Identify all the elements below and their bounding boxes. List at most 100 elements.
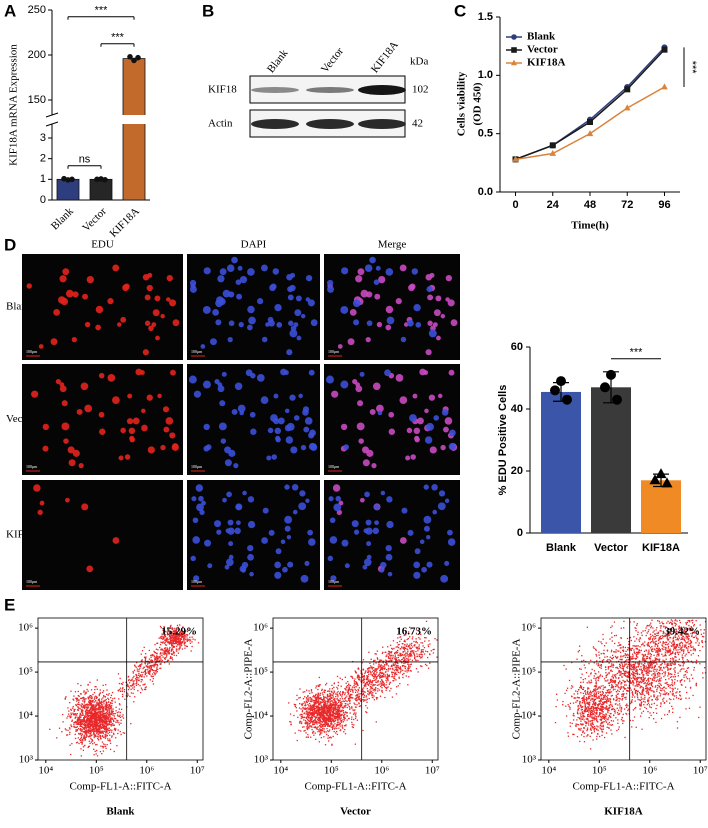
event-dot xyxy=(174,637,177,639)
event-dot xyxy=(80,727,82,730)
event-dot xyxy=(581,718,584,721)
nucleus xyxy=(81,503,89,511)
event-dot xyxy=(315,720,318,723)
event-dot xyxy=(148,661,151,664)
nucleus xyxy=(366,541,372,547)
event-dot xyxy=(128,687,130,689)
event-dot xyxy=(368,681,371,683)
event-dot xyxy=(306,727,308,730)
nucleus xyxy=(247,520,256,529)
event-dot xyxy=(384,651,386,654)
event-dot xyxy=(386,676,389,678)
event-dot xyxy=(74,733,76,736)
event-dot xyxy=(184,647,186,649)
nucleus xyxy=(287,294,294,301)
event-dot xyxy=(334,704,336,706)
y-tick-label: 0 xyxy=(517,527,523,539)
nucleus xyxy=(107,298,114,305)
event-dot xyxy=(69,744,71,746)
event-dot xyxy=(405,634,407,636)
event-dot xyxy=(347,688,350,691)
event-dot xyxy=(150,659,152,661)
event-dot xyxy=(391,651,393,653)
event-dot xyxy=(354,670,356,672)
event-dot xyxy=(341,726,343,728)
event-dot xyxy=(111,709,113,711)
event-dot xyxy=(120,708,123,710)
event-dot xyxy=(358,695,361,697)
event-dot xyxy=(333,710,335,712)
event-dot xyxy=(143,688,146,691)
event-dot xyxy=(70,690,72,692)
event-dot xyxy=(181,635,183,637)
column-label: Merge xyxy=(378,239,407,251)
event-dot xyxy=(324,706,326,708)
event-dot xyxy=(348,685,350,687)
event-dot xyxy=(95,712,97,714)
event-dot xyxy=(375,679,377,681)
event-dot xyxy=(132,671,134,673)
event-dot xyxy=(357,691,359,693)
event-dot xyxy=(307,723,309,725)
event-dot xyxy=(85,715,87,718)
event-dot xyxy=(379,675,381,678)
event-dot xyxy=(88,699,91,702)
event-dot xyxy=(384,696,386,699)
event-dot xyxy=(307,703,309,706)
event-dot xyxy=(85,727,87,729)
event-dot xyxy=(160,637,162,640)
x-tick-label: Blank xyxy=(49,205,76,232)
event-dot xyxy=(148,673,151,675)
event-dot xyxy=(311,710,314,712)
event-dot xyxy=(293,714,295,717)
event-dot xyxy=(325,707,327,709)
event-dot xyxy=(171,643,173,645)
event-dot xyxy=(181,641,183,643)
event-dot xyxy=(339,692,341,694)
event-dot xyxy=(391,674,393,676)
event-dot xyxy=(130,722,132,725)
event-dot xyxy=(340,717,342,719)
scale-bar-label: 100μm xyxy=(191,464,203,469)
event-dot xyxy=(322,728,324,730)
event-dot xyxy=(408,664,410,666)
event-dot xyxy=(354,717,357,720)
event-dot xyxy=(305,708,307,711)
event-dot xyxy=(85,698,87,700)
event-dot xyxy=(120,733,122,736)
event-dot xyxy=(173,640,176,642)
nucleus xyxy=(425,349,432,356)
event-dot xyxy=(314,710,316,712)
event-dot xyxy=(102,697,104,699)
event-dot xyxy=(321,692,324,694)
event-dot xyxy=(105,727,108,729)
event-dot xyxy=(136,681,138,683)
event-dot xyxy=(391,648,394,650)
event-dot xyxy=(84,712,87,714)
event-dot xyxy=(87,746,89,749)
event-dot xyxy=(373,695,375,697)
event-dot xyxy=(86,708,88,710)
event-dot xyxy=(102,710,105,712)
nucleus xyxy=(53,308,61,316)
event-dot xyxy=(337,701,340,703)
event-dot xyxy=(192,638,194,640)
nucleus xyxy=(435,295,442,302)
nucleus xyxy=(127,393,133,399)
nucleus xyxy=(298,502,307,511)
event-dot xyxy=(175,642,177,644)
event-dot xyxy=(397,659,400,661)
event-dot xyxy=(371,682,374,684)
event-dot xyxy=(101,705,103,707)
y-tick-label: 10⁶ xyxy=(253,622,268,634)
event-dot xyxy=(105,720,107,722)
event-dot xyxy=(96,732,98,735)
event-dot xyxy=(365,670,367,672)
event-dot xyxy=(98,731,100,734)
event-dot xyxy=(89,731,92,733)
event-dot xyxy=(100,732,102,735)
event-dot xyxy=(396,660,398,662)
event-dot xyxy=(110,720,112,722)
event-dot xyxy=(99,716,101,719)
event-dot xyxy=(67,729,69,732)
